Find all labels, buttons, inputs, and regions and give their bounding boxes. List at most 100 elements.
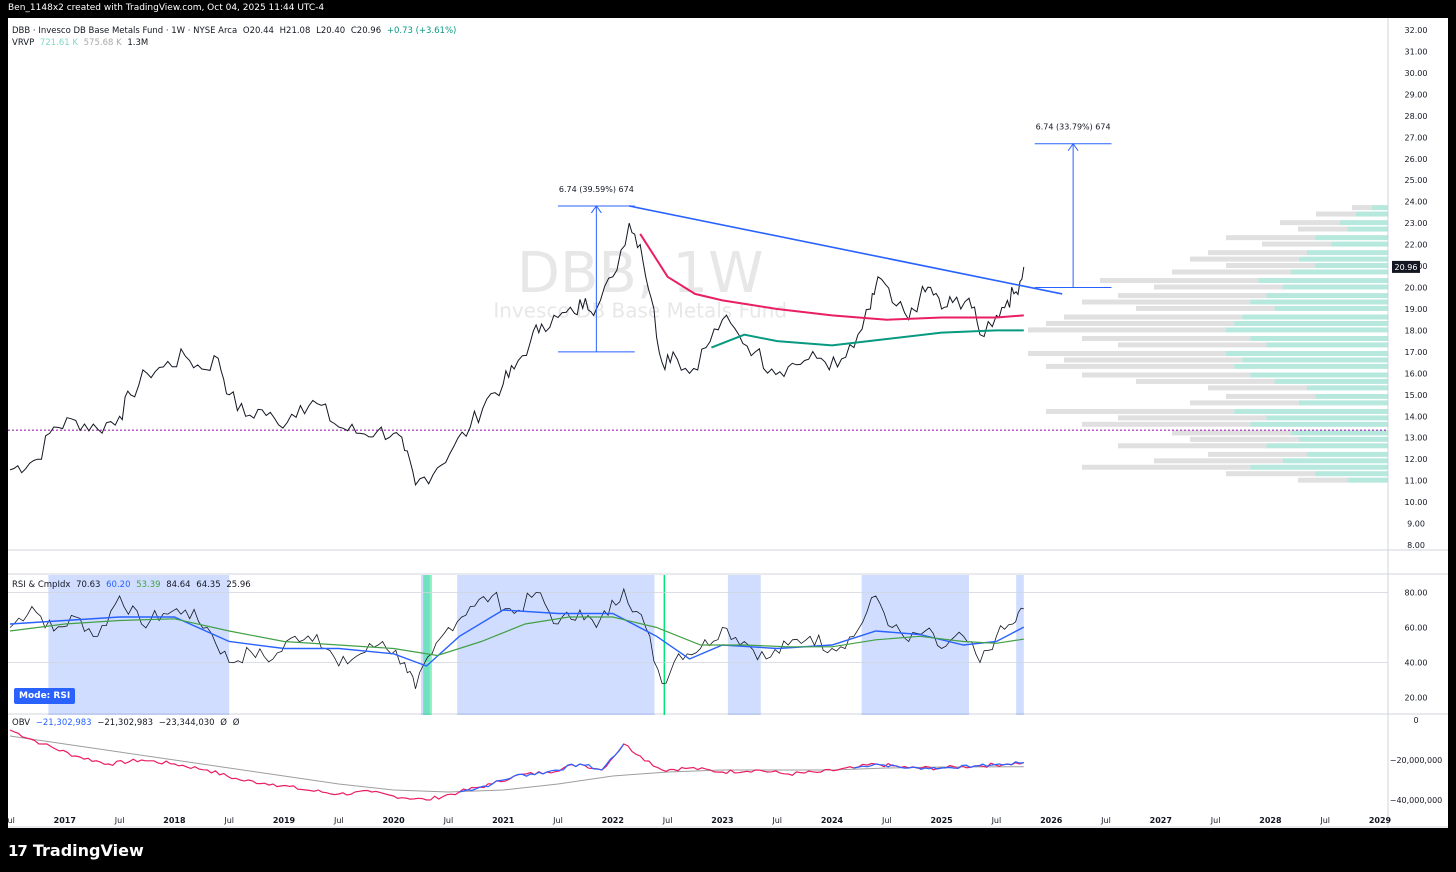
measure-right-label: 6.74 (33.79%) 674 <box>1036 123 1111 132</box>
volume-profile-bar <box>1274 305 1388 311</box>
volume-profile-bar <box>1250 299 1388 305</box>
vrvp-value-2: 575.68 K <box>83 38 122 48</box>
price-axis-tick: 22.00 <box>1405 241 1428 250</box>
price-axis-tick: 15.00 <box>1405 391 1428 400</box>
time-axis-label: Jul <box>1319 816 1330 825</box>
vrvp-label: VRVP <box>12 38 35 48</box>
volume-profile-bar <box>1315 393 1388 399</box>
symbol-title: DBB · Invesco DB Base Metals Fund · 1W ·… <box>12 26 238 36</box>
obv-legend[interactable]: OBV −21,302,983 −21,302,983 −23,344,030 … <box>12 718 242 728</box>
volume-profile-bar <box>1307 250 1388 256</box>
rsi-smooth-line <box>9 609 1025 667</box>
obv-up-segment <box>459 743 625 793</box>
time-axis-label: Jul <box>881 816 892 825</box>
volume-profile-bar <box>1250 421 1388 427</box>
obv-value-5: Ø <box>232 718 240 728</box>
volume-profile-bar <box>1250 336 1388 341</box>
volume-profile-bar <box>1298 400 1388 406</box>
obv-recent-segment <box>853 761 1024 770</box>
volume-profile-bar <box>1298 256 1388 262</box>
rsi-legend[interactable]: RSI & CmpIdx 70.63 60.20 53.39 84.64 64.… <box>12 580 254 590</box>
time-axis-label: 2021 <box>492 816 515 825</box>
time-axis-label: Jul <box>223 816 234 825</box>
obv-value-2: −21,302,983 <box>97 718 154 728</box>
volume-profile-bar <box>1028 351 1226 357</box>
descending-trendline <box>629 205 1063 295</box>
chart-area[interactable]: DBB, 1W Invesco DB Base Metals Fund 6.74 (… <box>4 18 1448 828</box>
volume-profile-bar <box>1172 269 1291 275</box>
price-axis-tick: 25.00 <box>1405 176 1428 185</box>
volume-profile-bar <box>1352 205 1372 211</box>
volume-profile-bar <box>1118 415 1267 421</box>
rsi-axis-tick: 20.00 <box>1405 694 1428 703</box>
price-axis-tick: 14.00 <box>1405 412 1428 421</box>
tradingview-logo[interactable]: 17 TradingView <box>8 841 144 860</box>
volume-profile-bar <box>1064 357 1243 363</box>
rsi-value-1: 70.63 <box>76 580 101 590</box>
volume-profile-bar <box>1280 220 1340 226</box>
time-axis-label: Jul <box>333 816 344 825</box>
time-axis-label: Jul <box>8 816 15 825</box>
volume-profile-bar <box>1154 284 1283 290</box>
obv-label: OBV <box>12 718 31 728</box>
rsi-axis-tick: 80.00 <box>1405 589 1428 598</box>
volume-profile-bar <box>1082 336 1251 341</box>
moving-average-green <box>711 329 1024 349</box>
price-axis-tick: 30.00 <box>1405 69 1428 78</box>
volume-profile-bar <box>1298 436 1388 442</box>
price-axis-tick: 27.00 <box>1405 133 1428 142</box>
mode-badge[interactable]: Mode: RSI <box>14 688 76 704</box>
price-axis-tick: 20.00 <box>1405 284 1428 293</box>
price-axis-tick: 16.00 <box>1405 369 1428 378</box>
price-axis-tick: 31.00 <box>1405 47 1428 56</box>
volume-profile-bar <box>1282 284 1388 290</box>
volume-profile-bar <box>1234 363 1388 369</box>
volume-profile-bar <box>1226 471 1316 477</box>
last-price-label: 20.96 <box>1395 263 1418 272</box>
volume-profile-bar <box>1226 351 1388 357</box>
volume-profile-bar <box>1208 451 1307 457</box>
obv-axis-tick: −20,000,000 <box>1390 756 1443 765</box>
volume-profile-bar <box>1266 293 1388 299</box>
volume-profile-bar <box>1274 378 1388 384</box>
price-axis-tick: 19.00 <box>1405 305 1428 314</box>
time-axis-label: Jul <box>443 816 454 825</box>
price-axis-tick: 12.00 <box>1405 455 1428 464</box>
price-axis-tick: 26.00 <box>1405 155 1428 164</box>
volume-profile-bar <box>1298 226 1348 232</box>
volume-profile-bar <box>1250 372 1388 378</box>
volume-profile-bar <box>1282 458 1388 464</box>
volume-profile-bar <box>1172 430 1291 436</box>
time-axis-label: 2020 <box>382 816 405 825</box>
volume-profile-bar <box>1082 464 1251 470</box>
volume-profile-bar <box>1208 385 1307 391</box>
time-axis-label: Jul <box>771 816 782 825</box>
volume-profile-bar <box>1046 363 1235 369</box>
volume-profile-bar <box>1347 477 1388 483</box>
volume-profile-bar <box>1347 226 1388 232</box>
volume-profile-bar <box>1266 415 1388 421</box>
volume-profile-bar <box>1307 385 1388 391</box>
volume-profile-bar <box>1118 443 1267 449</box>
volume-profile-bar <box>1262 241 1332 247</box>
volume-profile-bar <box>1082 299 1251 305</box>
obv-value-1: −21,302,983 <box>35 718 92 728</box>
rsi-highlight-zone <box>421 575 430 715</box>
time-axis-label: 2025 <box>930 816 953 825</box>
price-axis-tick: 32.00 <box>1405 26 1428 35</box>
time-axis-label: Jul <box>991 816 1002 825</box>
volume-profile-bar <box>1316 211 1356 217</box>
vrvp-legend[interactable]: VRVP 721.61 K 575.68 K 1.3M <box>12 38 151 48</box>
rsi-axis-tick: 40.00 <box>1405 659 1428 668</box>
volume-profile-bar <box>1064 314 1243 320</box>
chart-caption: Ben_1148x2 created with TradingView.com,… <box>8 3 325 13</box>
symbol-legend[interactable]: DBB · Invesco DB Base Metals Fund · 1W ·… <box>12 26 459 36</box>
volume-profile-bar <box>1136 305 1275 311</box>
volume-profile-bar <box>1339 220 1388 226</box>
ohlc-low: L20.40 <box>316 26 346 36</box>
ohlc-high: H21.08 <box>279 26 311 36</box>
price-axis-tick: 24.00 <box>1405 198 1428 207</box>
time-axis-label: 2028 <box>1259 816 1282 825</box>
